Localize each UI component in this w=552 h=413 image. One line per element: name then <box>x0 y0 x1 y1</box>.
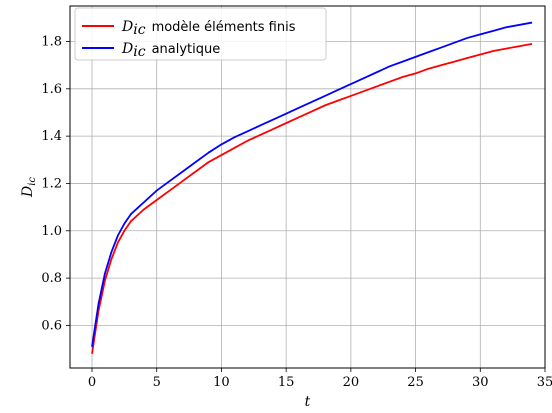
legend: Dic modèle éléments finis Dic analytique <box>74 7 327 61</box>
y-tick-label: 1.6 <box>41 82 62 97</box>
y-tick-label: 1.8 <box>41 34 62 49</box>
legend-fem-subscript: ic <box>133 22 145 38</box>
legend-analytic-text: analytique <box>152 42 221 57</box>
series-line-analytic <box>91 21 533 347</box>
y-axis-label-base: D <box>20 186 36 198</box>
x-tick-label: 30 <box>472 375 489 390</box>
legend-entry-analytic: Dic analytique <box>121 41 220 60</box>
y-tick-label: 1.4 <box>41 129 62 144</box>
y-tick-label: 0.6 <box>41 318 62 333</box>
y-axis-label: Dic <box>20 177 38 198</box>
legend-entry-fem: Dic modèle éléments finis <box>121 19 296 38</box>
y-axis-label-sub: ic <box>27 177 38 186</box>
y-tick-label: 1.2 <box>41 176 62 191</box>
legend-box <box>74 7 327 61</box>
legend-analytic-symbol: D <box>121 41 133 57</box>
x-tick-label: 35 <box>537 375 552 390</box>
x-tick-label: 10 <box>213 375 230 390</box>
series-line-fem <box>91 42 533 354</box>
x-tick-label: 0 <box>88 375 96 390</box>
y-tick-label: 0.8 <box>41 271 62 286</box>
y-tick-label: 1.0 <box>41 224 62 239</box>
plot-frame <box>69 5 546 369</box>
x-tick-label: 15 <box>278 375 295 390</box>
x-tick-label: 20 <box>343 375 360 390</box>
legend-analytic-subscript: ic <box>133 44 145 60</box>
x-tick-label: 25 <box>407 375 424 390</box>
legend-fem-text: modèle éléments finis <box>152 20 296 35</box>
x-tick-label: 5 <box>153 375 161 390</box>
x-axis-label: t <box>305 394 311 410</box>
series-layer <box>91 21 533 354</box>
grid <box>70 6 546 368</box>
legend-fem-symbol: D <box>121 19 133 35</box>
ticks: 0 5 10 15 20 25 30 35 0.6 0.8 1.0 1.2 1.4 1.6 1.8 <box>41 34 552 390</box>
